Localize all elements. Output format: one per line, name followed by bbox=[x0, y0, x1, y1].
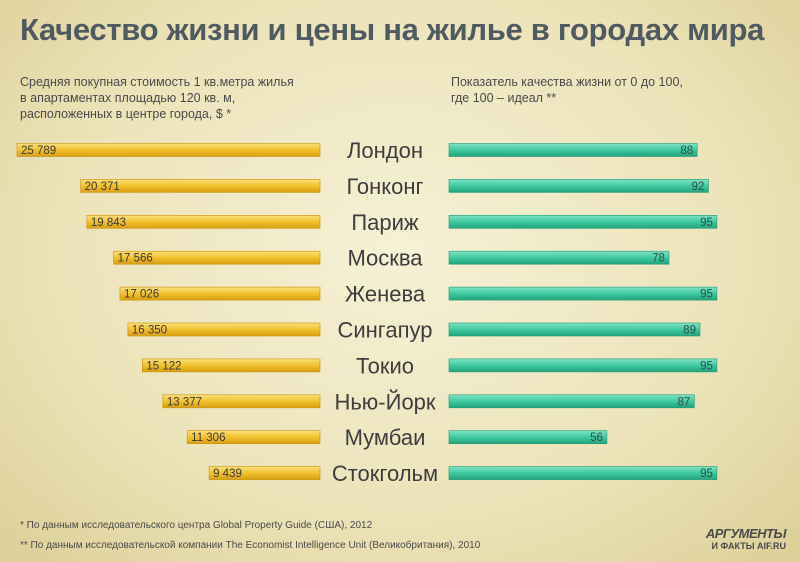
quality-bar bbox=[448, 215, 718, 229]
price-bar bbox=[119, 286, 321, 301]
city-label: Нью-Йорк bbox=[334, 389, 435, 414]
quality-value-label: 95 bbox=[700, 289, 713, 301]
city-label: Токио bbox=[356, 353, 414, 378]
price-bar bbox=[208, 466, 321, 480]
logo-line-2: И ФАКТЫ AIF.RU bbox=[711, 541, 786, 551]
price-bar bbox=[142, 358, 321, 373]
left-series-description: Средняя покупная стоимость 1 кв.метра жи… bbox=[20, 75, 294, 121]
footnote-2: ** По данным исследовательской компании … bbox=[20, 540, 481, 551]
quality-bar bbox=[448, 466, 718, 480]
price-bar bbox=[80, 179, 321, 193]
price-value-label: 17 026 bbox=[124, 289, 159, 301]
price-bar bbox=[186, 430, 321, 445]
price-value-label: 16 350 bbox=[132, 325, 167, 337]
city-label: Сингапур bbox=[337, 318, 432, 343]
quality-value-label: 95 bbox=[700, 360, 713, 372]
quality-bar bbox=[448, 179, 709, 193]
city-label: Париж bbox=[351, 210, 419, 235]
price-value-label: 17 566 bbox=[118, 253, 153, 265]
price-bar bbox=[162, 394, 321, 409]
city-label: Москва bbox=[347, 246, 423, 271]
price-value-label: 20 371 bbox=[85, 181, 120, 193]
footnote-1: * По данным исследовательского центра Gl… bbox=[20, 520, 373, 531]
quality-value-label: 92 bbox=[692, 181, 705, 193]
city-label: Лондон bbox=[347, 138, 423, 163]
publisher-logo: АРГУМЕНТЫ И ФАКТЫ AIF.RU bbox=[705, 526, 787, 552]
quality-bar bbox=[448, 358, 718, 373]
quality-bar bbox=[448, 394, 695, 409]
quality-value-label: 88 bbox=[680, 145, 693, 157]
price-value-label: 19 843 bbox=[91, 217, 126, 229]
quality-bar bbox=[448, 322, 701, 337]
logo-line-1: АРГУМЕНТЫ bbox=[705, 526, 787, 541]
city-label: Мумбаи bbox=[345, 425, 426, 450]
price-bar bbox=[127, 322, 321, 337]
price-value-label: 25 789 bbox=[21, 145, 56, 157]
price-bar bbox=[16, 143, 321, 157]
city-label: Стокгольм bbox=[332, 461, 438, 486]
quality-value-label: 89 bbox=[683, 325, 696, 337]
price-bar bbox=[86, 215, 321, 229]
price-value-label: 9 439 bbox=[213, 468, 242, 480]
price-bar bbox=[113, 250, 321, 265]
quality-bar bbox=[448, 250, 670, 265]
city-label: Женева bbox=[345, 282, 426, 307]
city-label: Гонконг bbox=[346, 174, 423, 199]
price-value-label: 11 306 bbox=[191, 432, 225, 444]
price-value-label: 15 122 bbox=[146, 360, 181, 372]
chart-canvas: 25 789 88 Лондон 20 371 92 Гонконг 19 843 95 Пар… bbox=[16, 138, 718, 486]
right-series-description: Показатель качества жизни от 0 до 100, г… bbox=[451, 75, 683, 105]
quality-value-label: 78 bbox=[652, 253, 665, 265]
quality-value-label: 95 bbox=[700, 217, 713, 229]
quality-value-label: 87 bbox=[678, 396, 691, 408]
chart-title: Качество жизни и цены на жилье в городах… bbox=[20, 12, 765, 47]
price-value-label: 13 377 bbox=[167, 396, 202, 408]
quality-bar bbox=[448, 430, 608, 445]
quality-value-label: 95 bbox=[700, 468, 713, 480]
quality-bar bbox=[448, 286, 718, 301]
quality-bar bbox=[448, 143, 698, 157]
quality-value-label: 56 bbox=[590, 432, 603, 444]
